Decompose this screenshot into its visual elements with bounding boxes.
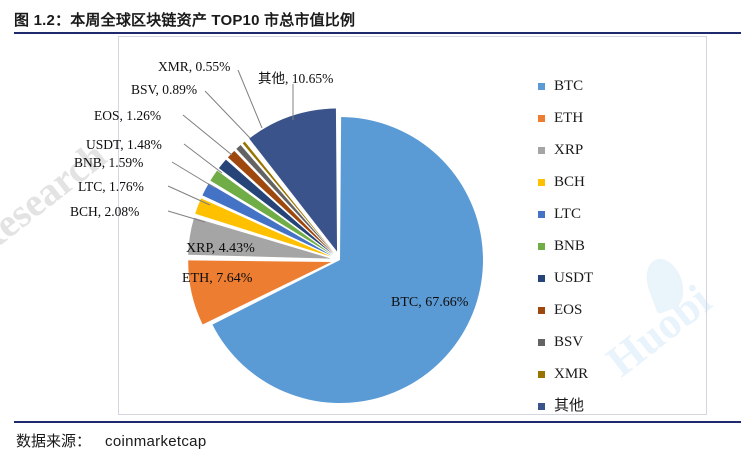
pie-label-BTC: BTC, 67.66%: [391, 295, 469, 310]
pie-label-BSV: BSV, 0.89%: [131, 82, 198, 97]
legend-swatch-icon: [538, 306, 545, 314]
legend-item-USDT[interactable]: USDT: [538, 262, 688, 294]
legend-item-label: BNB: [554, 237, 585, 254]
legend-item-label: XRP: [554, 141, 584, 158]
legend-item-label: 其他: [554, 397, 585, 414]
pie-label-其他: 其他, 10.65%: [258, 71, 334, 86]
legend-item-EOS[interactable]: EOS: [538, 294, 688, 326]
legend-swatch-icon: [538, 210, 545, 218]
figure-title: 图 1.2：本周全球区块链资产 TOP10 市总市值比例: [14, 12, 356, 29]
footer-divider: [14, 421, 741, 423]
legend-swatch-icon: [538, 82, 545, 90]
legend-item-label: EOS: [554, 301, 583, 318]
pie-label-XMR: XMR, 0.55%: [158, 59, 231, 74]
legend-item-BSV[interactable]: BSV: [538, 326, 688, 358]
pie-label-BNB: BNB, 1.59%: [74, 155, 144, 170]
pie-label-EOS: EOS, 1.26%: [94, 108, 162, 123]
legend-swatch-icon: [538, 242, 545, 250]
data-source-row: 数据来源： coinmarketcap: [16, 430, 206, 451]
legend-item-label: LTC: [554, 205, 581, 222]
legend-item-label: USDT: [554, 269, 594, 286]
legend-item-XRP[interactable]: XRP: [538, 134, 688, 166]
legend-swatch-icon: [538, 146, 545, 154]
legend-item-ETH[interactable]: ETH: [538, 102, 688, 134]
legend-swatch-icon: [538, 274, 545, 282]
pie-label-LTC: LTC, 1.76%: [78, 179, 144, 194]
legend-item-BTC[interactable]: BTC: [538, 70, 688, 102]
legend-item-BCH[interactable]: BCH: [538, 166, 688, 198]
pie-label-ETH: ETH, 7.64%: [182, 271, 253, 286]
legend-item-label: BTC: [554, 77, 584, 94]
title-divider: [14, 32, 741, 34]
legend-item-XMR[interactable]: XMR: [538, 358, 688, 390]
pie-label-BCH: BCH, 2.08%: [70, 204, 140, 219]
legend-item-其他[interactable]: 其他: [538, 390, 688, 422]
legend-item-label: XMR: [554, 365, 589, 382]
pie-label-USDT: USDT, 1.48%: [86, 137, 162, 152]
legend-swatch-icon: [538, 114, 545, 122]
chart-legend: BTC ETH XRP BCH LTC BNB USDT EOS BSV XMR 其他: [538, 70, 688, 422]
legend-swatch-icon: [538, 402, 545, 410]
legend-item-label: BSV: [554, 333, 584, 350]
legend-swatch-icon: [538, 178, 545, 186]
legend-item-BNB[interactable]: BNB: [538, 230, 688, 262]
data-source-value: coinmarketcap: [105, 433, 207, 450]
data-source-label: 数据来源：: [16, 433, 92, 450]
legend-item-label: ETH: [554, 109, 584, 126]
legend-swatch-icon: [538, 338, 545, 346]
legend-item-label: BCH: [554, 173, 585, 190]
legend-item-LTC[interactable]: LTC: [538, 198, 688, 230]
legend-swatch-icon: [538, 370, 545, 378]
chart-plot-frame: [118, 36, 707, 415]
pie-label-XRP: XRP, 4.43%: [186, 241, 255, 256]
